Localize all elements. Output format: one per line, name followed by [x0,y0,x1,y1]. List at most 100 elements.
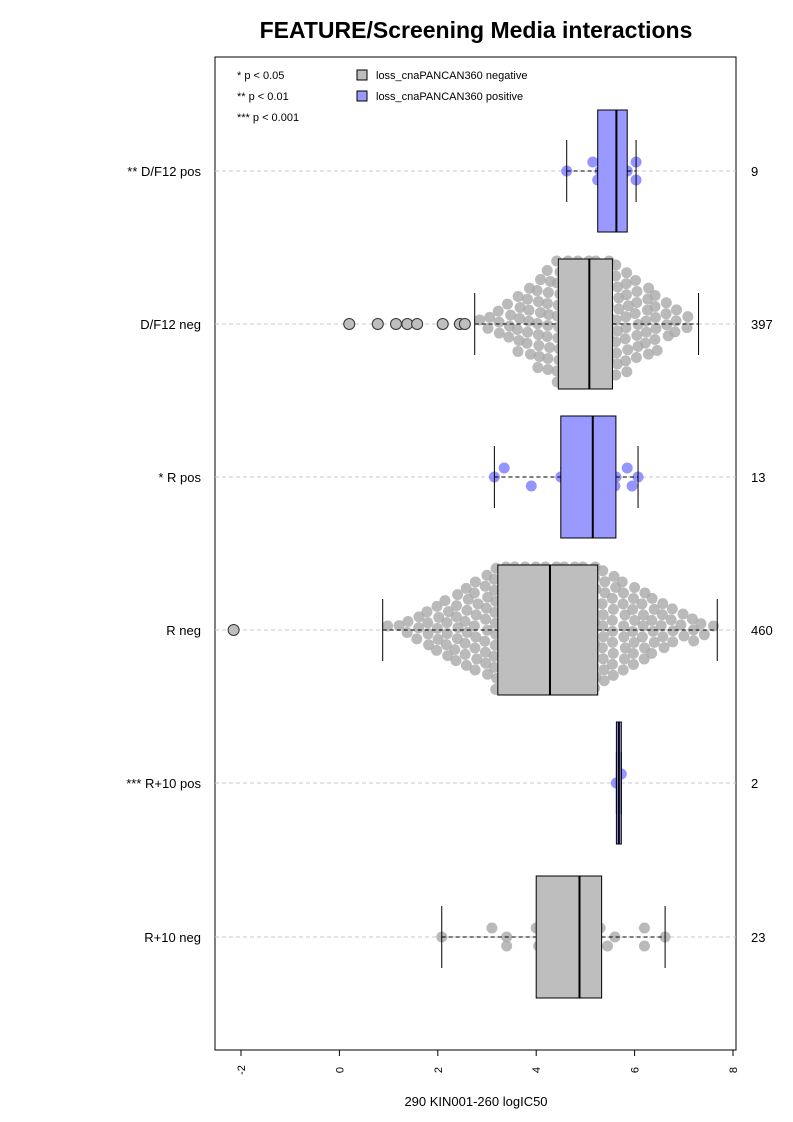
data-point [618,620,630,632]
data-point [610,259,622,271]
data-point [479,646,491,658]
data-point [541,264,553,276]
boxplots [382,109,718,999]
data-point [479,580,491,592]
data-point [511,323,523,335]
data-point [596,642,608,654]
data-point [514,301,526,313]
data-point [533,351,545,363]
data-point [498,462,510,474]
data-point [531,318,543,330]
data-point [512,345,524,357]
data-point [657,598,669,610]
data-point [602,940,614,952]
data-point [647,625,659,637]
data-point [503,331,515,343]
data-point [597,653,609,665]
data-point [627,658,639,670]
data-point [629,307,641,319]
data-point [609,931,621,943]
count-label: 460 [751,623,773,638]
data-point [486,922,498,934]
box [497,564,599,696]
data-point [525,480,537,492]
data-point [648,603,660,615]
category-label: R+10 neg [144,930,201,945]
data-point [627,625,639,637]
tick-label: 8 [728,1067,740,1073]
outlier-point [371,318,384,330]
data-point [432,633,444,645]
data-point [479,635,491,647]
data-point [542,363,554,375]
data-point [460,659,472,671]
data-point [422,617,434,629]
data-point [474,314,486,326]
count-label: 9 [751,164,758,179]
data-point [382,620,394,632]
data-point [620,289,632,301]
data-point [688,635,700,647]
legend: * p < 0.05 ** p < 0.01 *** p < 0.001 loss_c… [237,69,527,124]
data-point [460,582,472,594]
data-point [617,664,629,676]
data-point [411,633,423,645]
data-point [649,301,661,313]
data-point [648,636,660,648]
data-point [649,290,661,302]
box [597,109,628,233]
data-point [597,631,609,643]
data-point [619,609,631,621]
data-point [587,156,599,168]
tick-label: 6 [630,1067,642,1073]
data-point [631,329,643,341]
data-point [607,636,619,648]
category-label: D/F12 neg [140,317,201,332]
data-point [450,655,462,667]
data-point [660,308,672,320]
data-point [459,615,471,627]
data-point [493,316,505,328]
tick-label: 4 [531,1067,543,1073]
data-point [531,285,543,297]
data-point [488,573,500,585]
outlier-point [458,318,471,330]
data-point [522,326,534,338]
data-point [622,344,634,356]
data-point [431,622,443,634]
data-point [480,657,492,669]
count-label: 2 [751,776,758,791]
tick-label: 0 [334,1067,346,1073]
data-point [441,617,453,629]
data-point [643,282,655,294]
data-point [505,309,517,321]
data-point [501,298,513,310]
data-point [695,618,707,630]
box [560,415,617,539]
data-point [532,362,544,374]
tick-label: -2 [236,1065,248,1075]
data-point [459,648,471,660]
data-point [649,334,661,346]
data-point [470,631,482,643]
data-point [422,628,434,640]
data-point [666,603,678,615]
data-point [640,326,652,338]
data-point [523,304,535,316]
data-point [607,625,619,637]
data-point [597,609,609,621]
data-point [489,584,501,596]
data-point [533,340,545,352]
data-point [611,358,623,370]
data-point [441,628,453,640]
data-point [646,647,658,659]
chart-title: FEATURE/Screening Media interactions [260,17,693,43]
data-point [597,565,609,577]
data-point [671,304,683,316]
grid-lines [215,170,736,938]
data-point [439,595,451,607]
data-point [631,285,643,297]
data-point [472,598,484,610]
data-point [488,661,500,673]
data-point [629,614,641,626]
